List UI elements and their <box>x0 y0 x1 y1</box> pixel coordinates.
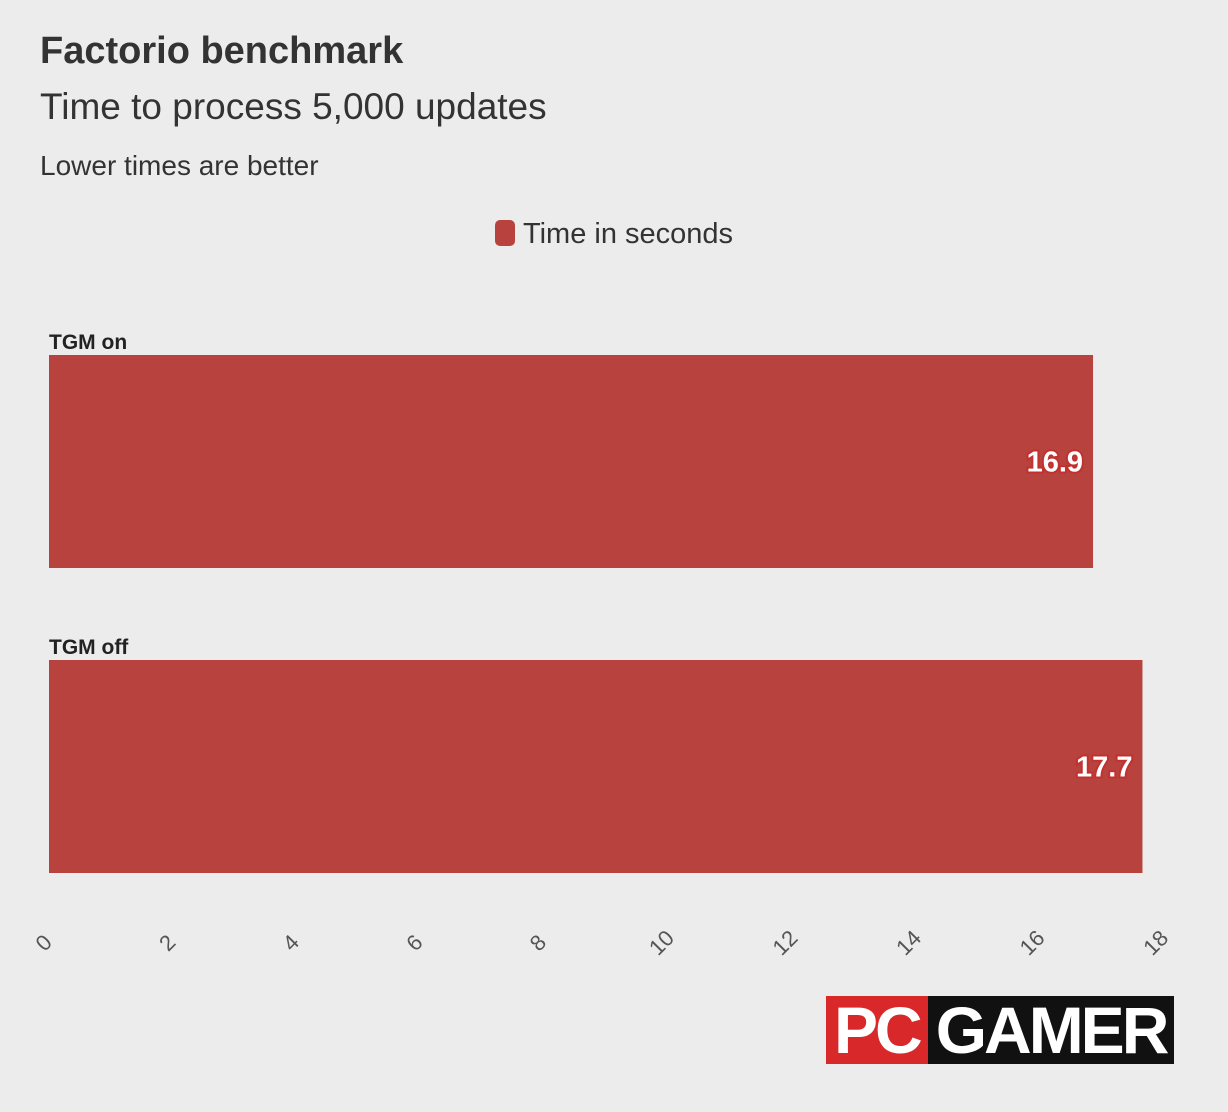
x-tick-label: 2 <box>154 930 180 956</box>
chart-note: Lower times are better <box>40 150 319 181</box>
bar <box>49 660 1143 873</box>
x-tick-label: 10 <box>644 925 679 960</box>
bar-chart: TGM on 16.9 TGM off 17.7 0 2 4 6 8 10 12 14 16 18 <box>31 331 1174 960</box>
x-tick-label: 6 <box>401 930 427 956</box>
x-tick-label: 4 <box>278 930 304 956</box>
category-label: TGM off <box>49 636 129 659</box>
logo-gamer: GAMER <box>927 996 1175 1064</box>
logo-pc: PC <box>826 996 928 1064</box>
x-tick-label: 14 <box>891 925 926 960</box>
x-tick-label: 16 <box>1015 925 1050 960</box>
category-label: TGM on <box>49 331 127 354</box>
value-label: 17.7 <box>1076 752 1132 784</box>
legend: Time in seconds <box>0 218 1228 251</box>
bar <box>49 355 1094 568</box>
x-tick-label: 18 <box>1138 925 1173 960</box>
chart-title: Factorio benchmark <box>40 30 404 72</box>
chart-subtitle: Time to process 5,000 updates <box>40 86 547 127</box>
x-tick-label: 12 <box>768 925 803 960</box>
x-tick-label: 0 <box>31 930 57 956</box>
legend-swatch <box>494 220 515 246</box>
value-label: 16.9 <box>1027 447 1083 479</box>
pc-gamer-logo: PC GAMER <box>826 996 1175 1064</box>
legend-label: Time in seconds <box>522 218 734 250</box>
x-tick-label: 8 <box>525 930 551 956</box>
